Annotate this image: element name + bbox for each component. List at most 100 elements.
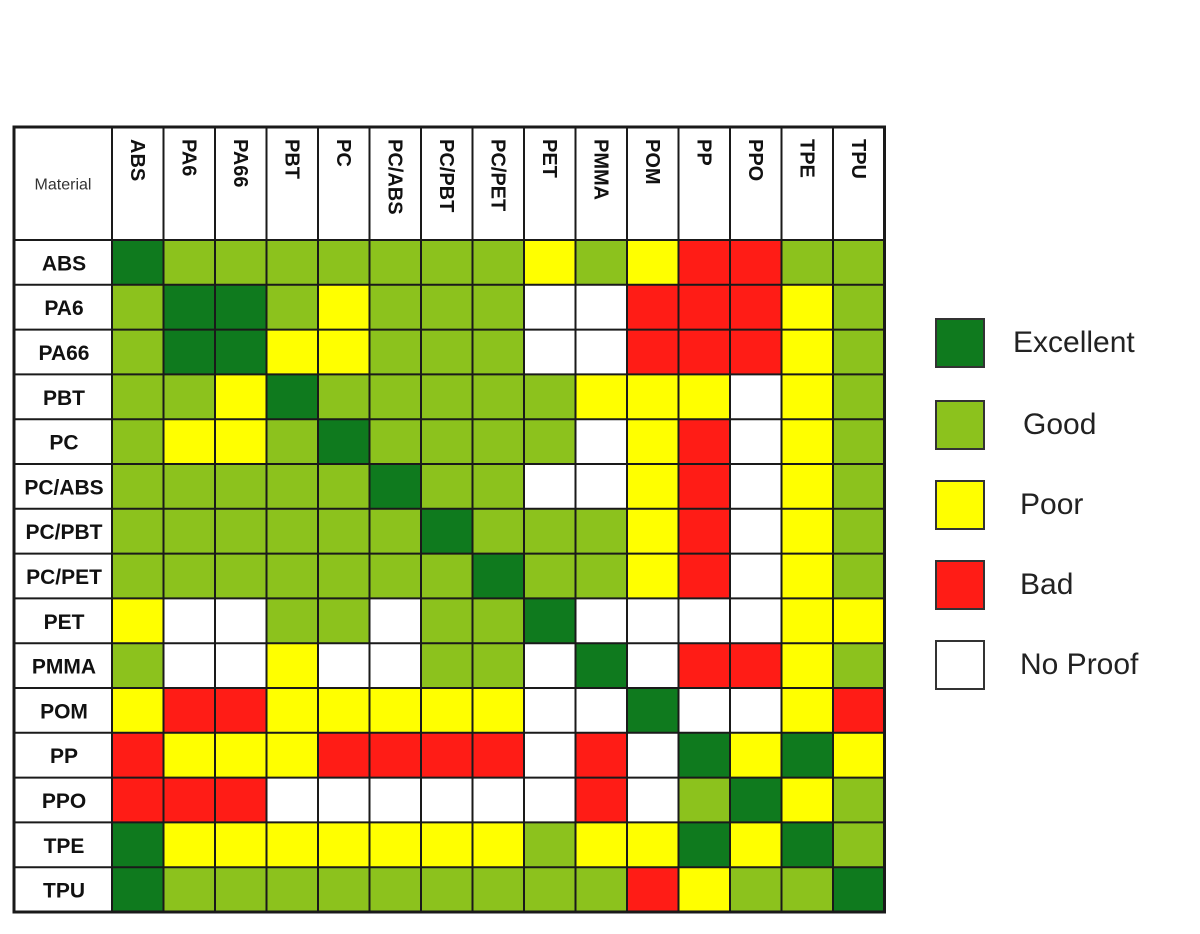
cell-pc-pet-pc-pbt [421, 553, 473, 599]
cell-pc-pet-pmma [575, 553, 627, 599]
cell-ppo-pbt [266, 777, 318, 823]
cell-pa66-pp [678, 329, 730, 375]
cell-pc-pet [524, 419, 576, 464]
header-background [14, 127, 885, 240]
cell-pc-pet-pbt [266, 553, 318, 599]
legend-swatch-good [935, 400, 985, 450]
row-label-background [14, 240, 112, 912]
cell-pbt-tpu [833, 374, 885, 420]
cell-pc-pc-pet [472, 419, 524, 464]
cell-pp-tpe [781, 732, 833, 778]
cell-pc-abs-pc-pbt [421, 464, 473, 509]
cell-ppo-pmma [575, 777, 627, 823]
cell-pc-abs-pc [318, 464, 370, 509]
cell-pp-pom [627, 732, 679, 778]
cell-ppo-pa66 [215, 777, 267, 823]
cell-pp-pp [678, 732, 730, 778]
cell-pc-pet-pet [524, 553, 576, 599]
cell-tpe-pa66 [215, 822, 267, 868]
cell-tpe-abs [112, 822, 164, 868]
cell-pp-pc-abs [369, 732, 421, 778]
cell-pc-pmma [575, 419, 627, 464]
cell-pp-pc [318, 732, 370, 778]
legend-label-bad: Bad [1020, 568, 1074, 601]
column-label-pbt: PBT [280, 139, 302, 179]
cell-pa6-pc-pbt [421, 284, 473, 330]
row-label-pc-abs: PC/ABS [24, 476, 103, 499]
cell-pom-pp [678, 688, 730, 733]
cell-abs-pbt [266, 240, 318, 285]
cell-pet-tpu [833, 598, 885, 644]
cell-tpe-pc-abs [369, 822, 421, 868]
cell-abs-tpu [833, 240, 885, 285]
cell-pc-pet-ppo [730, 553, 782, 599]
cell-tpu-pc-pet [472, 867, 524, 912]
cell-pom-pom [627, 688, 679, 733]
cell-pmma-pa66 [215, 643, 267, 688]
cell-pa6-tpe [781, 284, 833, 330]
cell-pmma-pc-pbt [421, 643, 473, 688]
cell-pet-pa66 [215, 598, 267, 644]
cell-tpu-pa66 [215, 867, 267, 912]
cell-pc-abs-pbt [266, 464, 318, 509]
cell-tpu-pa6 [163, 867, 215, 912]
cell-tpe-pc-pbt [421, 822, 473, 868]
cell-ppo-pp [678, 777, 730, 823]
cell-pc-abs-abs [112, 464, 164, 509]
cell-pom-ppo [730, 688, 782, 733]
cell-pc-pbt-pc-pet [472, 508, 524, 554]
cell-pc-pet-pc-abs [369, 553, 421, 599]
legend-item-poor: Poor [930, 480, 1190, 536]
cell-pmma-pc-abs [369, 643, 421, 688]
cell-pbt-pc-pbt [421, 374, 473, 420]
cell-pp-pmma [575, 732, 627, 778]
cell-pc-abs-pc-abs [369, 464, 421, 509]
cell-pc-pet-pom [627, 553, 679, 599]
compatibility-matrix: Material ABS PA6 PA66 PBT PC PC/ABS PC/PBT PC/PE… [12, 125, 886, 914]
cell-pc-abs-pet [524, 464, 576, 509]
cell-tpe-pc [318, 822, 370, 868]
cell-pom-tpe [781, 688, 833, 733]
cell-pc-pbt-abs [112, 508, 164, 554]
cell-pa66-pa6 [163, 329, 215, 375]
cell-pp-tpu [833, 732, 885, 778]
cell-pc-pet-pa66 [215, 553, 267, 599]
cell-pc-pbt-ppo [730, 508, 782, 554]
cell-pom-abs [112, 688, 164, 733]
cell-pc-pet-pa6 [163, 553, 215, 599]
cell-pc-abs-pom [627, 464, 679, 509]
cell-tpe-pa6 [163, 822, 215, 868]
legend-swatch-poor [935, 480, 985, 530]
row-label-pc: PC [49, 432, 78, 455]
cell-abs-tpe [781, 240, 833, 285]
column-label-pc-pet: PC/PET [486, 139, 508, 211]
cell-ppo-pc [318, 777, 370, 823]
cell-pc-pp [678, 419, 730, 464]
cell-pc-pet-abs [112, 553, 164, 599]
column-label-pp: PP [692, 139, 714, 166]
cell-pa66-pc-pbt [421, 329, 473, 375]
cell-pbt-tpe [781, 374, 833, 420]
column-label-tpu: TPU [847, 139, 869, 179]
cell-pet-pc-abs [369, 598, 421, 644]
cell-tpe-ppo [730, 822, 782, 868]
row-label-pp: PP [50, 745, 78, 768]
cell-abs-pc-pbt [421, 240, 473, 285]
cell-pa66-tpe [781, 329, 833, 375]
cell-pbt-pp [678, 374, 730, 420]
cell-pbt-abs [112, 374, 164, 420]
cell-pa66-pc-abs [369, 329, 421, 375]
cell-pc-pbt-pc [318, 508, 370, 554]
cell-pom-tpu [833, 688, 885, 733]
cell-pet-pc-pbt [421, 598, 473, 644]
legend-swatch-no-proof [935, 640, 985, 690]
cell-pet-ppo [730, 598, 782, 644]
cell-abs-pc [318, 240, 370, 285]
cell-tpe-pom [627, 822, 679, 868]
cell-pa66-pa66 [215, 329, 267, 375]
column-label-tpe: TPE [795, 139, 817, 178]
legend: Excellent Good Poor Bad No Proof [930, 0, 1190, 934]
cell-pbt-pc-abs [369, 374, 421, 420]
corner-label: Material [35, 177, 92, 194]
cell-pmma-pom [627, 643, 679, 688]
